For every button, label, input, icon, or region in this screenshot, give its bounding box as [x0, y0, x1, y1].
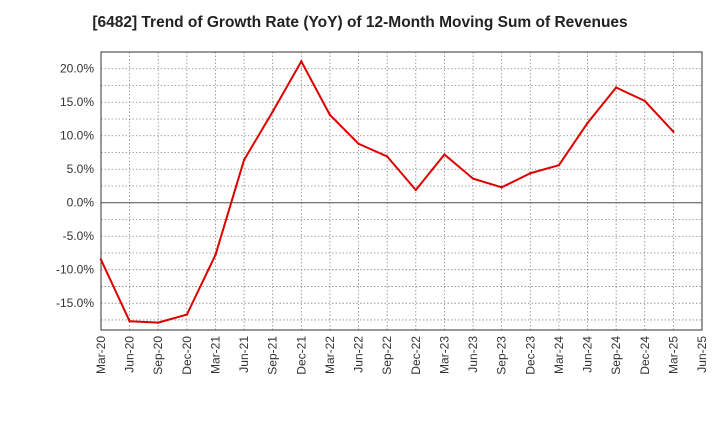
data-point — [414, 188, 418, 192]
data-point — [500, 186, 503, 189]
x-tick-label: Jun-23 — [466, 336, 480, 373]
y-tick-label: -15.0% — [56, 296, 94, 310]
x-axis: Mar-20 Jun-20 Sep-20 Dec-20 Mar-21 Jun-21 Sep-… — [94, 336, 709, 375]
data-point — [557, 164, 561, 167]
data-point — [443, 153, 446, 156]
data-point — [128, 320, 131, 323]
x-tick-label: Sep-24 — [609, 336, 623, 375]
x-tick-label: Dec-22 — [409, 336, 423, 375]
x-tick-label: Sep-23 — [495, 336, 509, 375]
x-tick-label: Jun-21 — [237, 336, 251, 373]
x-tick-label: Mar-21 — [208, 336, 222, 374]
x-tick-label: Mar-23 — [437, 336, 451, 374]
data-point — [328, 113, 332, 117]
data-point — [586, 121, 589, 125]
x-tick-label: Jun-24 — [581, 336, 595, 373]
x-tick-label: Mar-22 — [323, 336, 337, 374]
x-tick-label: Dec-21 — [294, 336, 308, 375]
x-tick-label: Dec-23 — [523, 336, 537, 375]
y-tick-label: -10.0% — [56, 263, 94, 277]
chart-title: [6482] Trend of Growth Rate (YoY) of 12-… — [92, 14, 628, 31]
series-layer — [99, 60, 675, 324]
data-point — [300, 60, 303, 63]
x-tick-label: Jun-22 — [352, 336, 366, 373]
data-point — [385, 155, 389, 158]
x-tick-label: Mar-20 — [94, 336, 108, 374]
x-tick-label: Mar-25 — [666, 336, 680, 374]
y-axis: 20.0% 15.0% 10.0% 5.0% 0.0% -5.0% -10.0% -15.0% — [56, 62, 94, 310]
y-tick-label: 5.0% — [67, 162, 95, 176]
data-point — [643, 99, 646, 103]
data-point — [185, 313, 189, 316]
y-tick-label: 15.0% — [60, 95, 94, 109]
data-point — [529, 172, 532, 175]
x-tick-label: Dec-24 — [638, 336, 652, 375]
y-tick-label: 0.0% — [67, 196, 95, 210]
x-tick-label: Jun-25 — [695, 336, 709, 373]
data-point — [672, 130, 675, 133]
y-tick-label: -5.0% — [63, 229, 95, 243]
x-tick-label: Sep-22 — [380, 336, 394, 375]
y-tick-label: 20.0% — [60, 62, 94, 76]
data-point — [471, 177, 475, 180]
x-tick-label: Jun-20 — [123, 336, 137, 373]
y-tick-label: 10.0% — [60, 129, 94, 143]
data-point — [242, 158, 246, 162]
data-point — [357, 142, 360, 145]
data-point — [157, 321, 160, 324]
data-point — [99, 258, 103, 261]
x-tick-label: Sep-20 — [151, 336, 165, 375]
data-point — [614, 86, 618, 89]
x-tick-label: Mar-24 — [552, 336, 566, 374]
data-point — [214, 253, 217, 257]
x-tick-label: Sep-21 — [266, 336, 280, 375]
data-point — [271, 110, 274, 113]
plot-frame — [100, 51, 703, 331]
x-tick-label: Dec-20 — [180, 336, 194, 375]
